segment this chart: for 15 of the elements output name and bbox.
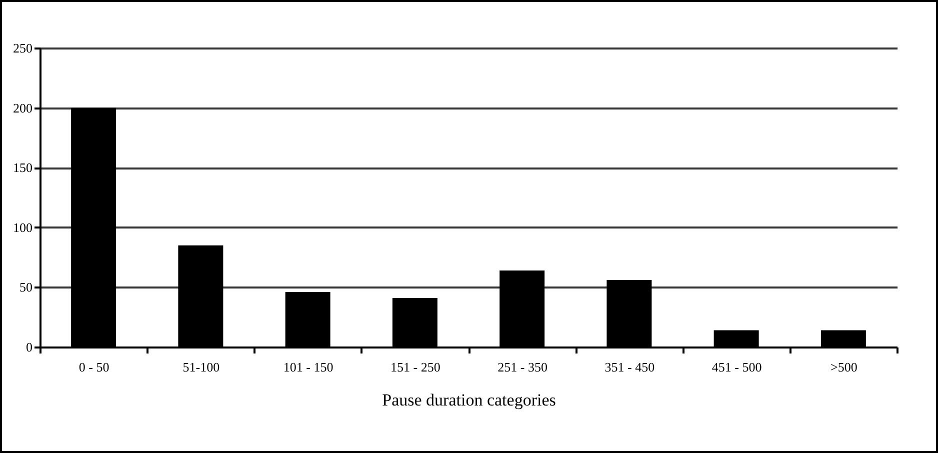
y-tick-label: 0 [26, 340, 32, 354]
y-tick-label: 100 [13, 220, 32, 235]
x-tick-label: 0 - 50 [78, 360, 110, 374]
x-tick-label: >500 [830, 360, 858, 374]
y-tick-label: 150 [13, 160, 32, 176]
x-tick-label: 51-100 [182, 360, 220, 374]
x-tick-label: 151 - 250 [390, 360, 440, 374]
x-tick-label: 451 - 500 [712, 360, 762, 374]
y-tick-label: 200 [13, 100, 32, 116]
y-tick-label: 250 [13, 40, 32, 56]
x-tick-label: 101 - 150 [283, 360, 334, 374]
x-axis-title: Pause duration categories [382, 390, 556, 410]
x-tick-label: 251 - 350 [498, 360, 548, 374]
y-tick-label: 50 [20, 280, 32, 295]
x-tick-label: 351 - 450 [604, 360, 655, 374]
